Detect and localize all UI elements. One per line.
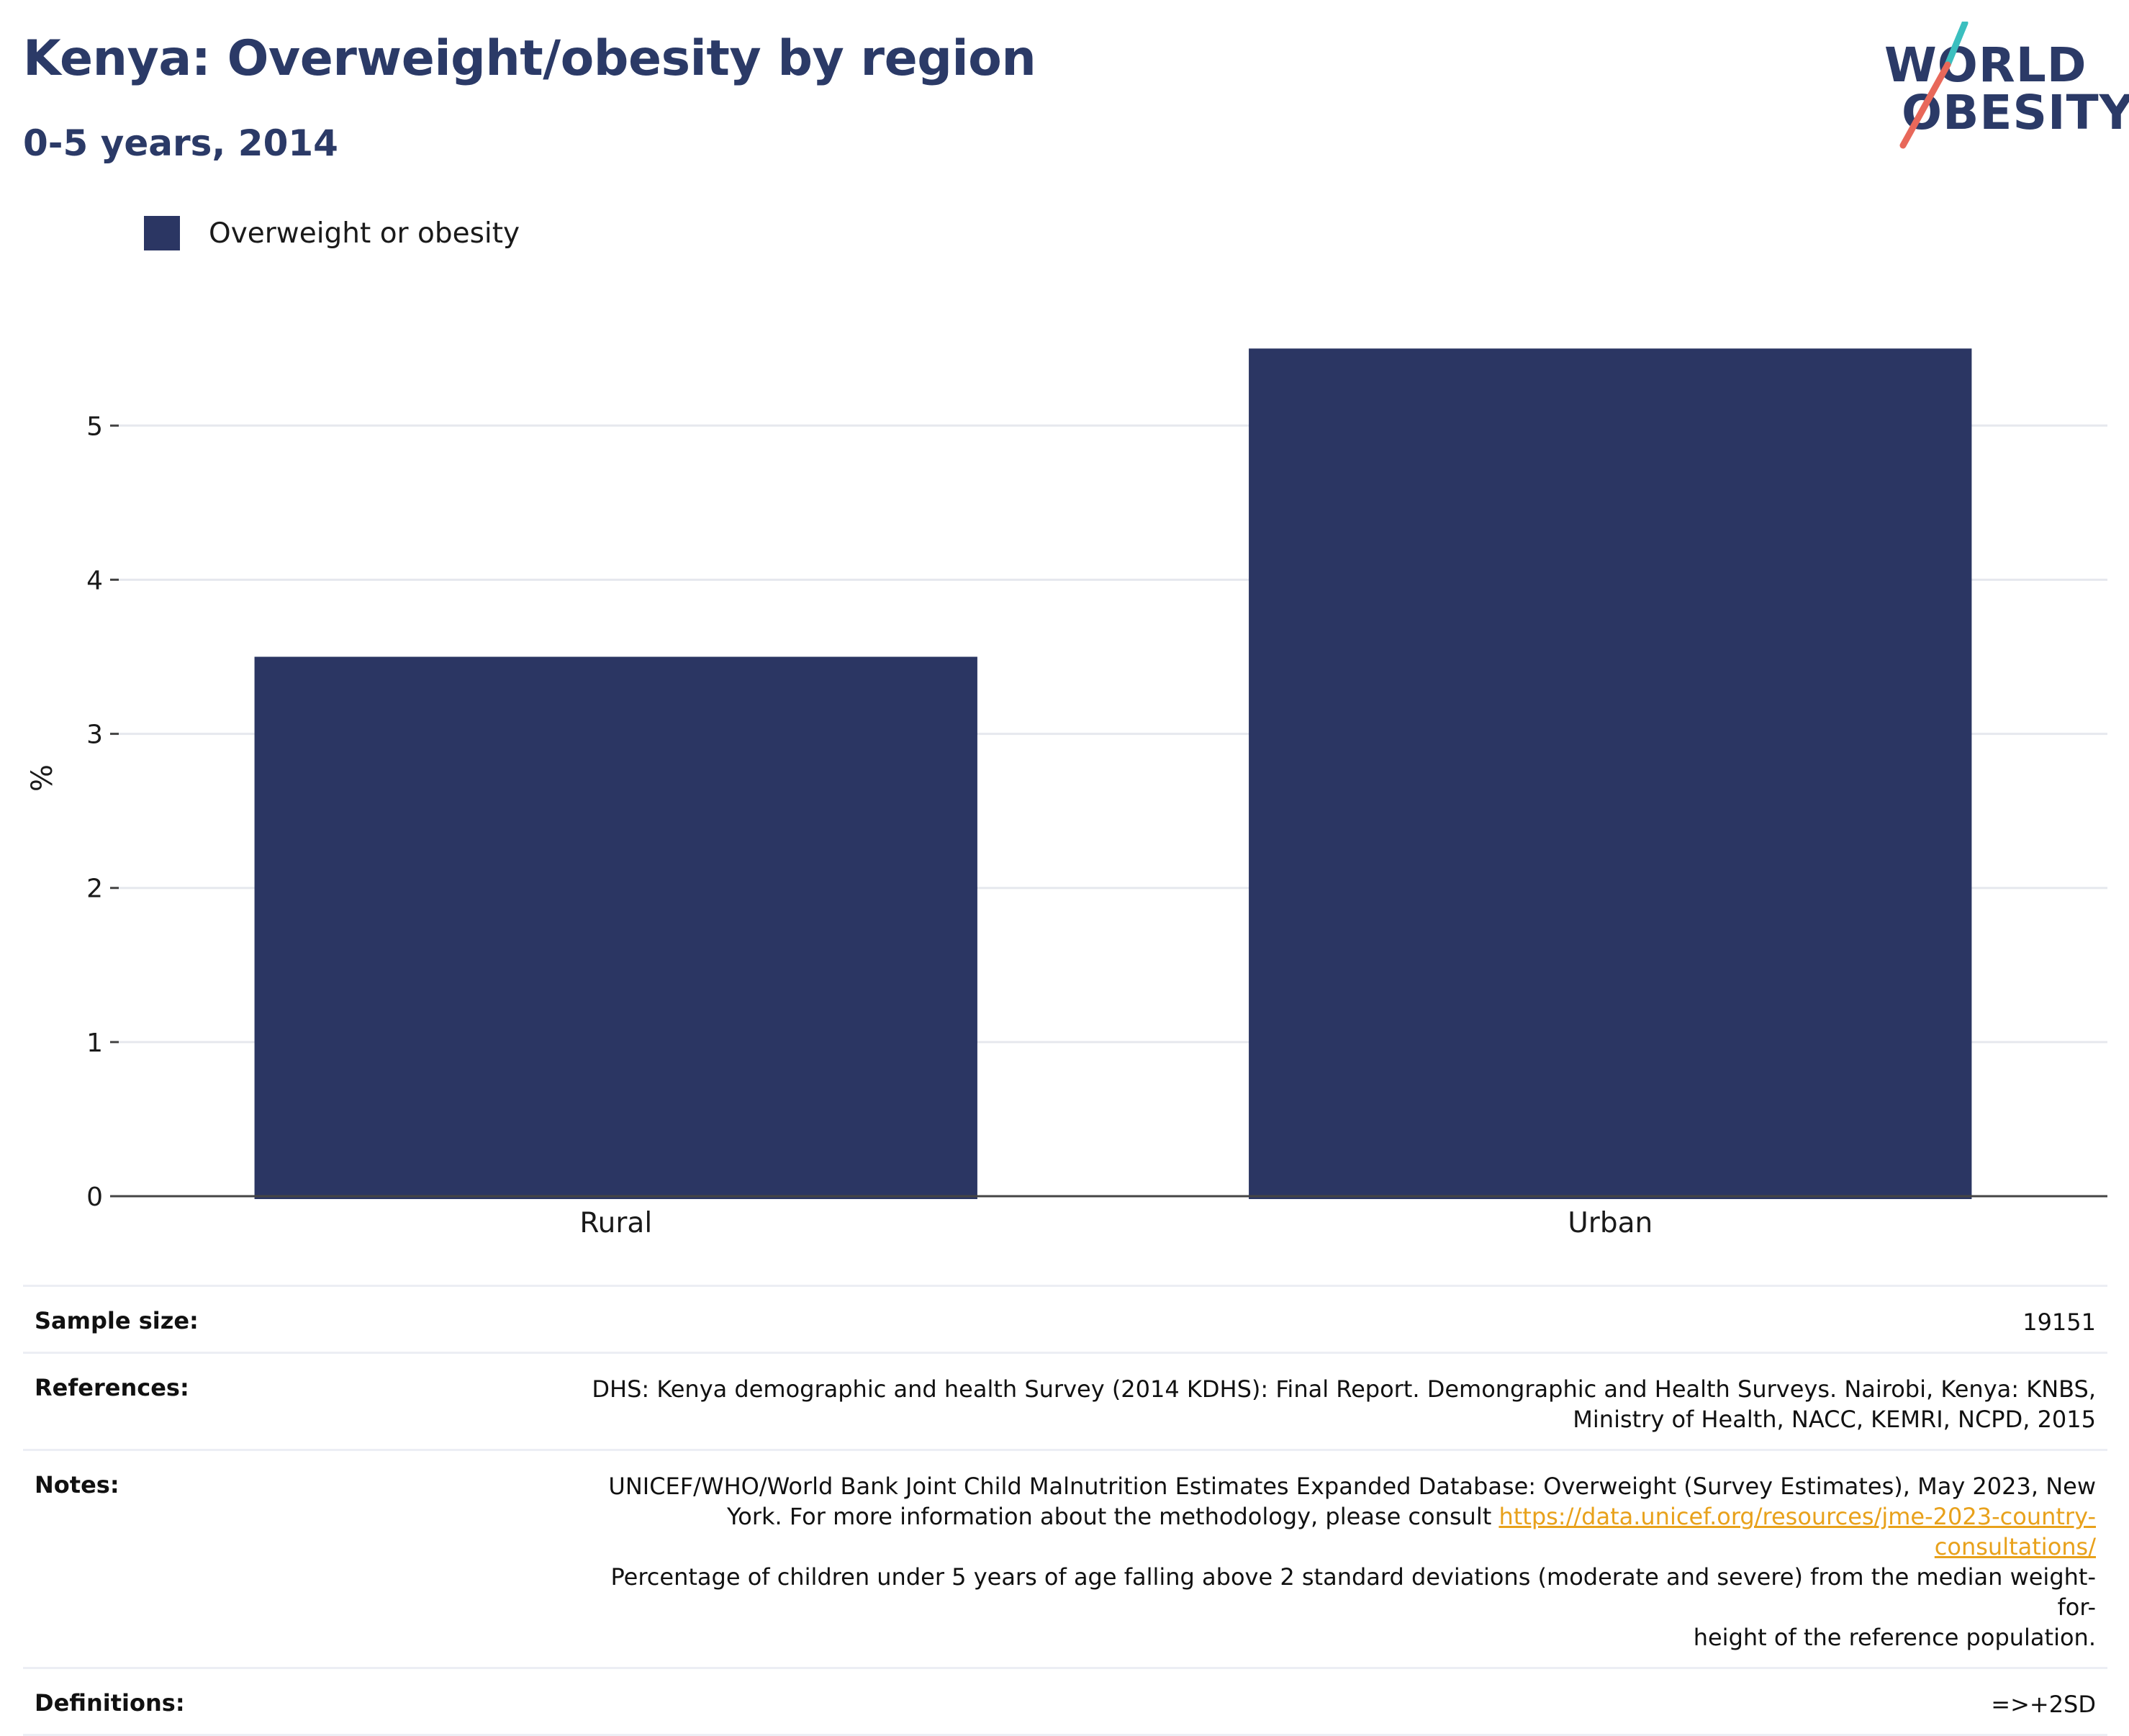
definitions-row: Definitions: =>+2SD [23, 1667, 2107, 1736]
definitions-value: =>+2SD [1991, 1691, 2096, 1718]
notes-value: UNICEF/WHO/World Bank Joint Child Malnut… [584, 1471, 2096, 1653]
references-value: DHS: Kenya demographic and health Survey… [592, 1374, 2096, 1434]
notes-line-4: height of the reference population. [1693, 1624, 2096, 1651]
notes-line-2: York. For more information about the met… [726, 1503, 1499, 1530]
references-label: References: [35, 1374, 189, 1401]
methodology-link[interactable]: https://data.unicef.org/resources/jme-20… [1499, 1503, 2096, 1560]
references-row: References: DHS: Kenya demographic and h… [23, 1352, 2107, 1449]
definitions-label: Definitions: [35, 1689, 185, 1717]
page-subtitle: 0-5 years, 2014 [23, 122, 338, 164]
notes-label: Notes: [35, 1471, 119, 1498]
legend-swatch [144, 216, 180, 250]
sample-size-value: 19151 [2022, 1308, 2096, 1336]
legend-label: Overweight or obesity [209, 217, 520, 250]
chart-legend: Overweight or obesity [144, 216, 520, 250]
y-tick-label: 0 [86, 1183, 103, 1212]
y-tick-label: 2 [86, 874, 103, 904]
notes-line-3: Percentage of children under 5 years of … [610, 1563, 2097, 1621]
x-tick-label: Urban [1568, 1207, 1653, 1239]
sample-size-label: Sample size: [35, 1307, 199, 1334]
x-tick-label: Rural [579, 1207, 652, 1239]
world-obesity-logo: WORLD OBESITY [1879, 22, 2129, 151]
y-axis-label: % [26, 764, 59, 792]
bar-chart: 0 1 2 3 4 5 Rural Urban% [26, 348, 2107, 1239]
notes-line-1: UNICEF/WHO/World Bank Joint Child Malnut… [608, 1473, 2096, 1500]
bar-rural [254, 656, 977, 1199]
references-line-1: DHS: Kenya demographic and health Survey… [592, 1375, 2096, 1403]
y-tick-label: 1 [86, 1029, 103, 1058]
bar-urban [1249, 348, 1972, 1199]
sample-size-row: Sample size: 19151 [23, 1285, 2107, 1352]
y-tick-label: 3 [86, 720, 103, 750]
logo-slash-icon [1899, 22, 1968, 149]
logo-word-1: WORLD [1884, 37, 2087, 93]
logo-word-2: OBESITY [1902, 85, 2129, 140]
page-title: Kenya: Overweight/obesity by region [23, 30, 1036, 87]
notes-row: Notes: UNICEF/WHO/World Bank Joint Child… [23, 1449, 2107, 1667]
y-tick-label: 4 [86, 566, 103, 595]
references-line-2: Ministry of Health, NACC, KEMRI, NCPD, 2… [1573, 1406, 2096, 1433]
y-tick-label: 5 [86, 412, 103, 441]
info-table: Sample size: 19151 References: DHS: Keny… [23, 1285, 2107, 1736]
